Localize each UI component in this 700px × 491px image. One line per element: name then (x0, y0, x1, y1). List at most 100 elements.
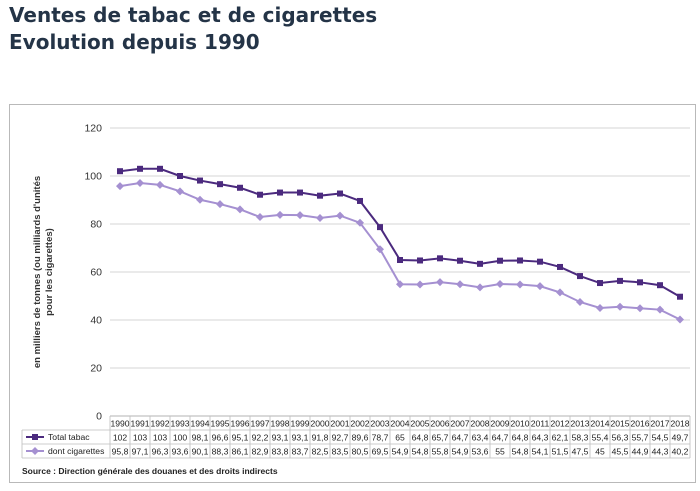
legend-marker (32, 434, 38, 440)
series-line (119, 181, 681, 321)
x-tick-label: 2007 (450, 419, 469, 429)
data-label: 93,1 (272, 433, 289, 443)
data-label: 64,7 (452, 433, 469, 443)
data-point (497, 257, 503, 264)
x-tick-label: 2002 (350, 419, 369, 429)
data-label: 78,7 (372, 433, 389, 443)
x-tick-label: 1996 (230, 419, 249, 429)
x-tick-label: 2010 (510, 419, 529, 429)
data-label: 62,1 (552, 433, 569, 443)
data-point (476, 283, 484, 292)
legend-label: Total tabac (48, 432, 90, 442)
data-label: 103 (133, 433, 148, 443)
data-label: 56,3 (612, 433, 629, 443)
data-point (277, 189, 283, 196)
x-tick-label: 1999 (290, 419, 309, 429)
data-label: 88,3 (212, 447, 229, 457)
data-point (117, 168, 123, 175)
data-label: 97,1 (132, 447, 149, 457)
data-label: 83,7 (292, 447, 309, 457)
chart-frame (9, 104, 696, 483)
data-point (176, 187, 184, 196)
title-line-1: Ventes de tabac et de cigarettes (9, 3, 378, 27)
data-point (637, 279, 643, 286)
data-point (216, 200, 224, 209)
data-point (636, 304, 644, 313)
data-label: 54,8 (412, 447, 429, 457)
page-title: Ventes de tabac et de cigarettes Evoluti… (9, 2, 377, 56)
x-tick-label: 2017 (650, 419, 669, 429)
x-tick-label: 2008 (470, 419, 489, 429)
x-tick-label: 2014 (590, 419, 609, 429)
data-label: 47,5 (572, 447, 589, 457)
data-label: 54,5 (652, 433, 669, 443)
data-point (517, 257, 523, 264)
data-point (657, 282, 663, 289)
data-point (137, 165, 143, 172)
data-label: 83,8 (272, 447, 289, 457)
data-point (597, 280, 603, 287)
data-label: 98,1 (192, 433, 209, 443)
data-label: 44,3 (652, 447, 669, 457)
data-point (337, 190, 343, 197)
data-label: 90,1 (192, 447, 209, 457)
data-label: 69,5 (372, 447, 389, 457)
data-label: 93,6 (172, 447, 189, 457)
data-point (437, 255, 443, 262)
x-tick-label: 2012 (550, 419, 569, 429)
data-point (477, 260, 483, 267)
title-line-2: Evolution depuis 1990 (9, 30, 260, 54)
x-tick-label: 2013 (570, 419, 589, 429)
data-label: 54,1 (532, 447, 549, 457)
y-axis-label: en milliers de tonnes (ou milliards d'un… (32, 176, 43, 368)
data-point (357, 197, 363, 204)
data-point (217, 181, 223, 188)
data-label: 83,5 (332, 447, 349, 457)
data-label: 64,7 (492, 433, 509, 443)
legend-label: dont cigarettes (48, 446, 104, 456)
data-point (276, 210, 284, 219)
data-point (556, 288, 564, 297)
data-point (257, 191, 263, 198)
source-note: Source : Direction générale des douanes … (22, 466, 278, 476)
data-point (577, 273, 583, 280)
data-point (316, 214, 324, 222)
data-point (516, 280, 524, 289)
x-tick-label: 1998 (270, 419, 289, 429)
x-tick-label: 2004 (390, 419, 409, 429)
data-label: 82,9 (252, 447, 269, 457)
data-point (297, 189, 303, 196)
data-label: 44,9 (632, 447, 649, 457)
data-label: 51,5 (552, 447, 569, 457)
x-tick-label: 2018 (670, 419, 689, 429)
data-label: 54,9 (392, 447, 409, 457)
y-tick-label: 0 (96, 411, 102, 423)
data-point (396, 280, 404, 289)
x-tick-label: 2009 (490, 419, 509, 429)
y-tick-label: 60 (90, 267, 102, 279)
data-label: 80,5 (352, 447, 369, 457)
x-tick-label: 2011 (531, 419, 550, 429)
data-point (676, 315, 684, 324)
x-tick-label: 1995 (210, 419, 229, 429)
data-label: 96,3 (152, 447, 169, 457)
data-label: 92,7 (332, 433, 349, 443)
x-tick-label: 1991 (130, 419, 149, 429)
legend-marker (31, 447, 39, 455)
x-tick-label: 1990 (110, 419, 129, 429)
data-point (417, 257, 423, 264)
data-label: 92,2 (252, 433, 269, 443)
data-label: 55,4 (592, 433, 609, 443)
data-point (136, 178, 144, 187)
data-point (536, 282, 544, 291)
x-tick-label: 1993 (170, 419, 189, 429)
data-point (156, 180, 164, 189)
data-point (576, 298, 584, 306)
data-point (377, 224, 383, 231)
data-label: 100 (173, 433, 188, 443)
data-label: 53,6 (472, 447, 489, 457)
data-label: 95,8 (112, 447, 129, 457)
data-point (456, 280, 464, 289)
data-point (616, 302, 624, 311)
y-tick-label: 80 (90, 219, 102, 231)
